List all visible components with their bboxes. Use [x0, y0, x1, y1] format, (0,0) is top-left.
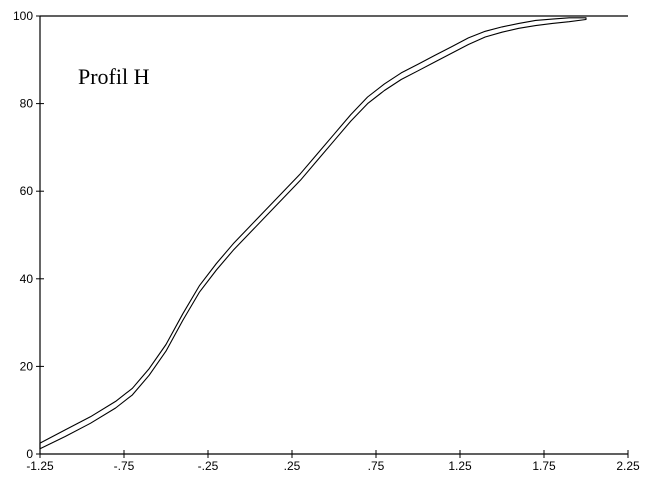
x-tick-label: 1.75 — [532, 459, 556, 473]
x-tick-label: -.25 — [198, 459, 219, 473]
x-tick-label: .25 — [284, 459, 301, 473]
series — [39, 17, 587, 450]
y-tick-label: 60 — [20, 184, 34, 198]
y-tick-label: 40 — [20, 272, 34, 286]
chart-title: Profil H — [78, 64, 150, 89]
x-tick-label: .75 — [368, 459, 385, 473]
y-tick-label: 80 — [20, 97, 34, 111]
curve-outline — [39, 17, 587, 450]
axes — [39, 15, 628, 455]
x-tick-label: 1.25 — [448, 459, 472, 473]
ticks: 0 20 40 60 80 100 -1.25 -.75 -.25 .25 .75 1.25 1.75 2… — [13, 9, 640, 473]
y-tick-label: 0 — [26, 447, 33, 461]
x-tick-label: -.75 — [114, 459, 135, 473]
x-tick-label: -1.25 — [26, 459, 54, 473]
x-tick-label: 2.25 — [616, 459, 640, 473]
y-tick-label: 100 — [13, 9, 33, 23]
y-tick-label: 20 — [20, 359, 34, 373]
